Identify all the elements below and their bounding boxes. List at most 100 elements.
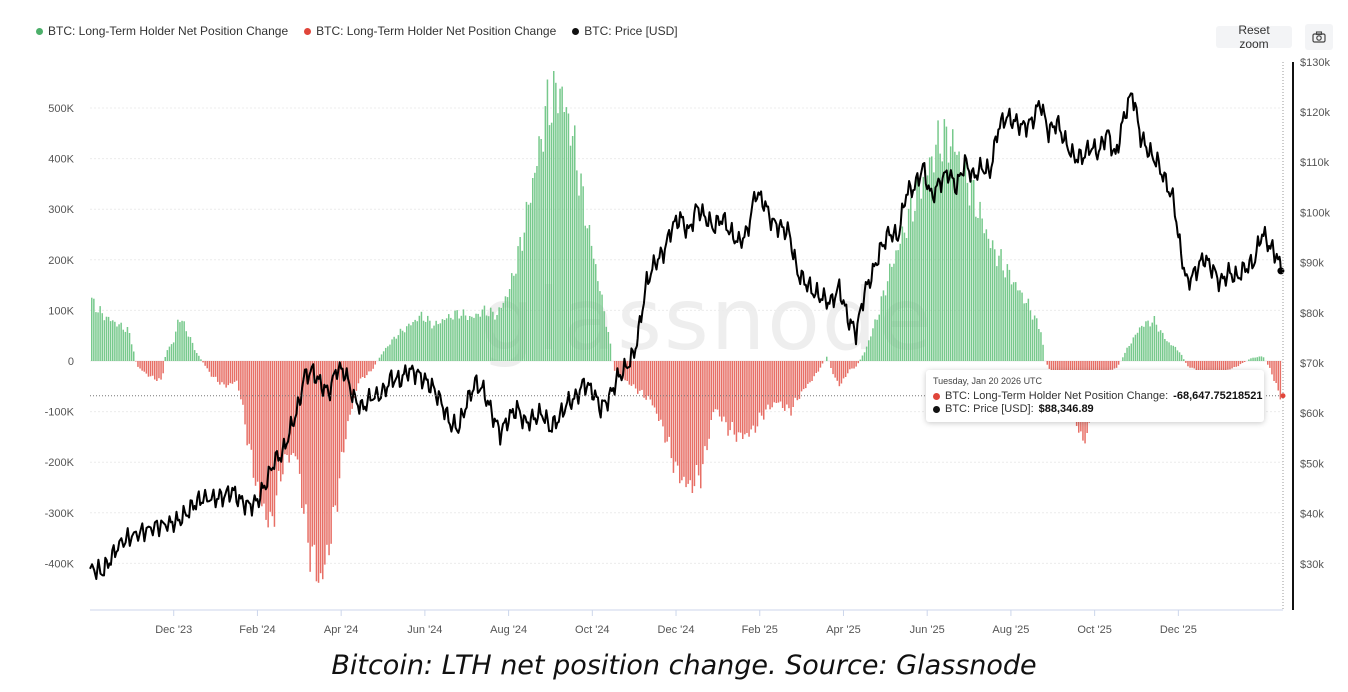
bar-negative [821,361,824,364]
bar-positive [939,153,941,361]
bar-positive [1174,346,1177,361]
bar-positive [1145,321,1147,361]
bar-negative [1279,361,1282,400]
right-axis-labels: $130k $120k $110k $100k $90k $80k $70k $60k $50k… [1292,57,1330,610]
bar-negative [242,361,244,405]
bar-negative [618,361,620,376]
bar-negative [340,361,343,452]
bar-negative [855,361,857,367]
bar-positive [952,129,954,361]
bar-positive [576,170,578,361]
bar-negative [758,361,761,413]
bar-negative [771,361,773,408]
bar-negative [212,361,215,377]
bar-positive [920,198,922,361]
bar-negative [1206,361,1208,373]
bar-negative [1094,361,1097,375]
bar-positive [546,79,549,361]
bar-negative [632,361,635,385]
bar-positive [544,106,547,361]
bar-negative [1096,361,1099,376]
bar-negative [849,361,851,370]
bar-negative [330,361,332,544]
bar-positive [122,329,124,361]
bar-negative [208,361,211,372]
bar-positive [1252,357,1254,361]
bar-positive [1136,332,1139,361]
bar-negative [1204,361,1206,373]
bar-positive [435,320,437,361]
x-tick-label: Jun '25 [910,624,945,636]
bar-negative [649,361,652,400]
bar-positive [433,325,435,361]
bar-negative [800,361,803,392]
y-left-tick-label: -100K [45,407,75,419]
bar-negative [162,361,164,374]
bar-positive [103,320,106,361]
reset-zoom-button[interactable]: Reset zoom [1216,23,1292,51]
bar-positive [1170,345,1172,361]
bar-negative [685,361,687,488]
tooltip-row1-label: BTC: Long-Term Holder Net Position Chang… [945,390,1169,402]
bar-positive [1143,326,1145,361]
y-left-tick-label: 400K [48,154,74,166]
bar-positive [874,319,876,361]
bar-negative [662,361,664,427]
bar-positive [1248,359,1250,361]
bar-negative [809,361,811,383]
bar-positive [504,296,507,361]
bar-positive [968,205,971,361]
bar-positive [1040,332,1042,361]
bar-negative [790,361,792,416]
bar-negative [1187,361,1189,367]
bar-negative [847,361,849,374]
legend-item-lth-negative[interactable]: BTC: Long-Term Holder Net Position Chang… [304,24,556,38]
bar-negative [1212,361,1214,375]
bar-positive [393,336,395,361]
bar-positive [970,180,973,361]
bar-negative [210,361,213,377]
bar-negative [725,361,727,423]
screenshot-button[interactable] [1305,24,1333,50]
bar-negative [613,361,616,371]
bar-negative [1052,361,1055,376]
bar-negative [624,361,626,381]
bar-positive [964,154,967,361]
bar-negative [309,361,311,572]
bar-positive [168,346,171,361]
bar-positive [198,355,200,361]
bar-negative [1111,361,1114,370]
bar-positive [473,317,475,361]
bar-positive [569,145,572,361]
bar-negative [357,361,360,384]
y-right-tick-label: $130k [1300,57,1330,69]
bar-positive [469,316,471,361]
bar-positive [124,331,127,361]
bar-negative [143,361,145,372]
bar-negative [786,361,788,405]
bar-positive [418,315,421,361]
bar-positive [597,281,599,361]
bar-positive [399,328,402,361]
bar-negative [775,361,778,403]
bar-negative [1275,361,1277,383]
bar-positive [471,316,473,361]
bar-negative [250,361,253,450]
bar-negative [246,361,248,446]
bar-positive [424,321,427,361]
bar-negative [351,361,353,409]
bar-negative [1201,361,1204,373]
bar-positive [506,297,509,361]
legend-item-price[interactable]: BTC: Price [USD] [572,24,678,38]
bar-positive [540,139,542,361]
bar-positive [542,151,544,361]
y-left-tick-label: 0 [68,356,74,368]
bar-positive [590,245,593,361]
bar-positive [941,161,943,361]
bar-positive [502,302,505,361]
bar-positive [460,315,463,361]
bar-negative [338,361,341,479]
legend-item-lth-positive[interactable]: BTC: Long-Term Holder Net Position Chang… [36,24,288,38]
bar-positive [126,327,129,361]
